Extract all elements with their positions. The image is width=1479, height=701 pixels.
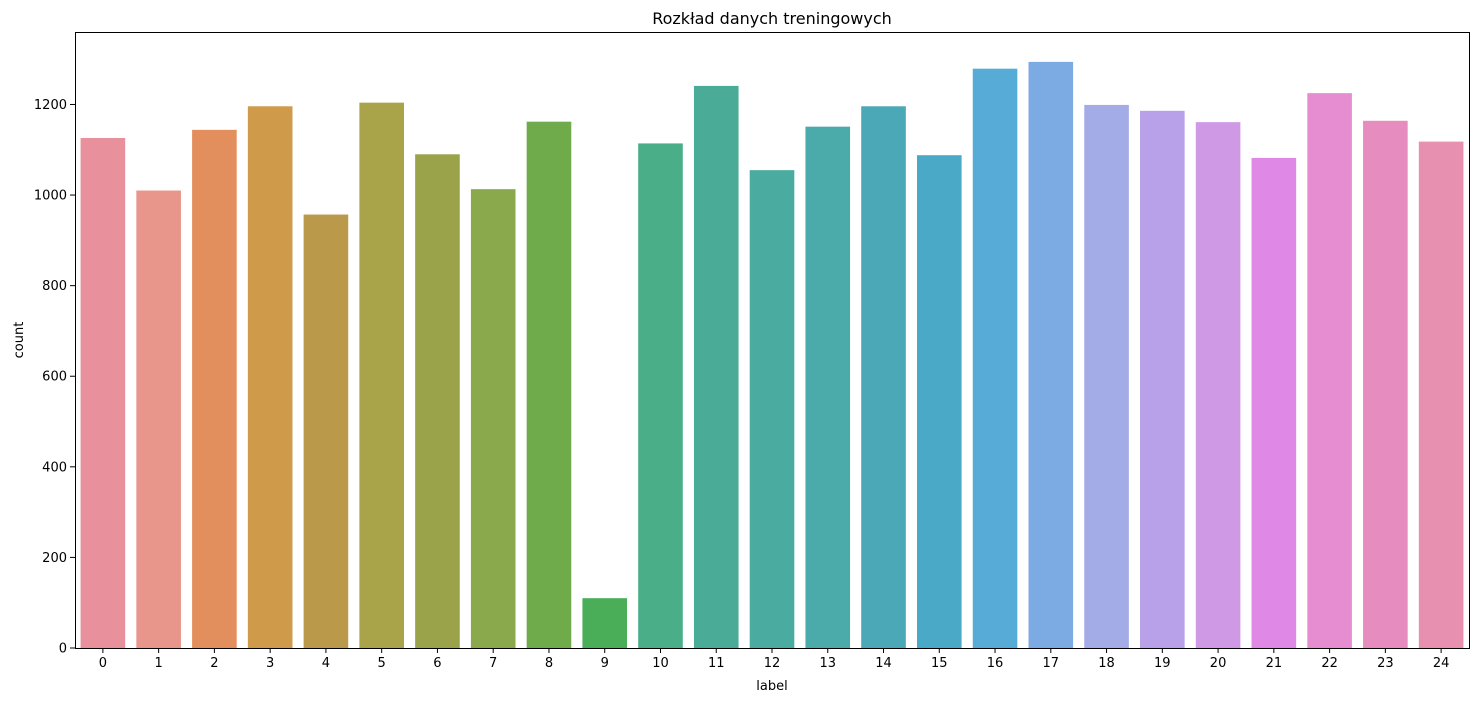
- bar-24: [1418, 141, 1464, 649]
- bar-7: [470, 189, 516, 649]
- bar-1: [136, 190, 181, 648]
- y-axis: 0 200 400 600 800 1000 1200: [34, 98, 75, 657]
- bar-4: [303, 214, 349, 649]
- bars-group: [80, 61, 1464, 649]
- bar-15: [916, 155, 962, 648]
- bar-21: [1251, 157, 1297, 649]
- x-axis: 0 1 2 3 4 5 6 7 8 9 10 11 12 13 14 15 16 17 18 19 20 21 22 23 24: [99, 648, 1450, 671]
- y-tick-label: 600: [42, 370, 67, 385]
- bar-5: [359, 102, 404, 648]
- x-tick-label: 14: [875, 656, 892, 671]
- bar-8: [526, 121, 572, 649]
- bar-9: [582, 598, 628, 648]
- x-tick-label: 7: [489, 656, 497, 671]
- x-tick-label: 23: [1377, 656, 1394, 671]
- bar-19: [1140, 110, 1185, 648]
- x-tick-label: 0: [99, 656, 107, 671]
- bar-22: [1307, 93, 1352, 648]
- bar-14: [861, 106, 906, 648]
- y-tick-label: 800: [42, 279, 67, 294]
- x-tick-label: 17: [1043, 656, 1060, 671]
- plot-frame: [75, 32, 1470, 649]
- chart-title: Rozkład danych treningowych: [652, 9, 892, 28]
- x-tick-label: 22: [1321, 656, 1338, 671]
- x-tick-label: 9: [601, 656, 609, 671]
- x-tick-label: 18: [1098, 656, 1115, 671]
- bar-18: [1084, 104, 1129, 649]
- bar-6: [415, 154, 460, 649]
- x-axis-label: label: [756, 679, 787, 694]
- x-tick-label: 8: [545, 656, 553, 671]
- x-tick-label: 20: [1210, 656, 1227, 671]
- bar-17: [1028, 61, 1074, 648]
- x-tick-label: 19: [1154, 656, 1171, 671]
- y-tick-label: 200: [42, 551, 67, 566]
- x-tick-label: 11: [708, 656, 725, 671]
- y-axis-label: count: [12, 322, 27, 359]
- bar-20: [1195, 122, 1241, 648]
- x-tick-label: 21: [1266, 656, 1283, 671]
- x-tick-label: 5: [378, 656, 386, 671]
- bar-12: [749, 170, 795, 648]
- bar-0: [80, 137, 126, 649]
- bar-16: [972, 68, 1018, 648]
- y-tick-label: 1200: [34, 98, 67, 113]
- x-tick-label: 16: [987, 656, 1004, 671]
- bar-13: [805, 126, 851, 648]
- x-tick-label: 15: [931, 656, 948, 671]
- bar-10: [638, 143, 683, 649]
- x-tick-label: 3: [266, 656, 274, 671]
- x-tick-label: 12: [764, 656, 781, 671]
- x-tick-label: 10: [652, 656, 669, 671]
- bar-2: [192, 129, 237, 649]
- y-tick-label: 1000: [34, 189, 67, 204]
- bar-11: [693, 85, 739, 648]
- x-tick-label: 2: [210, 656, 218, 671]
- x-tick-label: 13: [819, 656, 836, 671]
- y-tick-label: 0: [59, 642, 67, 657]
- x-tick-label: 24: [1433, 656, 1450, 671]
- x-tick-label: 1: [154, 656, 162, 671]
- y-tick-label: 400: [42, 460, 67, 475]
- bar-23: [1363, 120, 1408, 648]
- x-tick-label: 6: [433, 656, 441, 671]
- x-tick-label: 4: [322, 656, 330, 671]
- bar-3: [247, 106, 293, 648]
